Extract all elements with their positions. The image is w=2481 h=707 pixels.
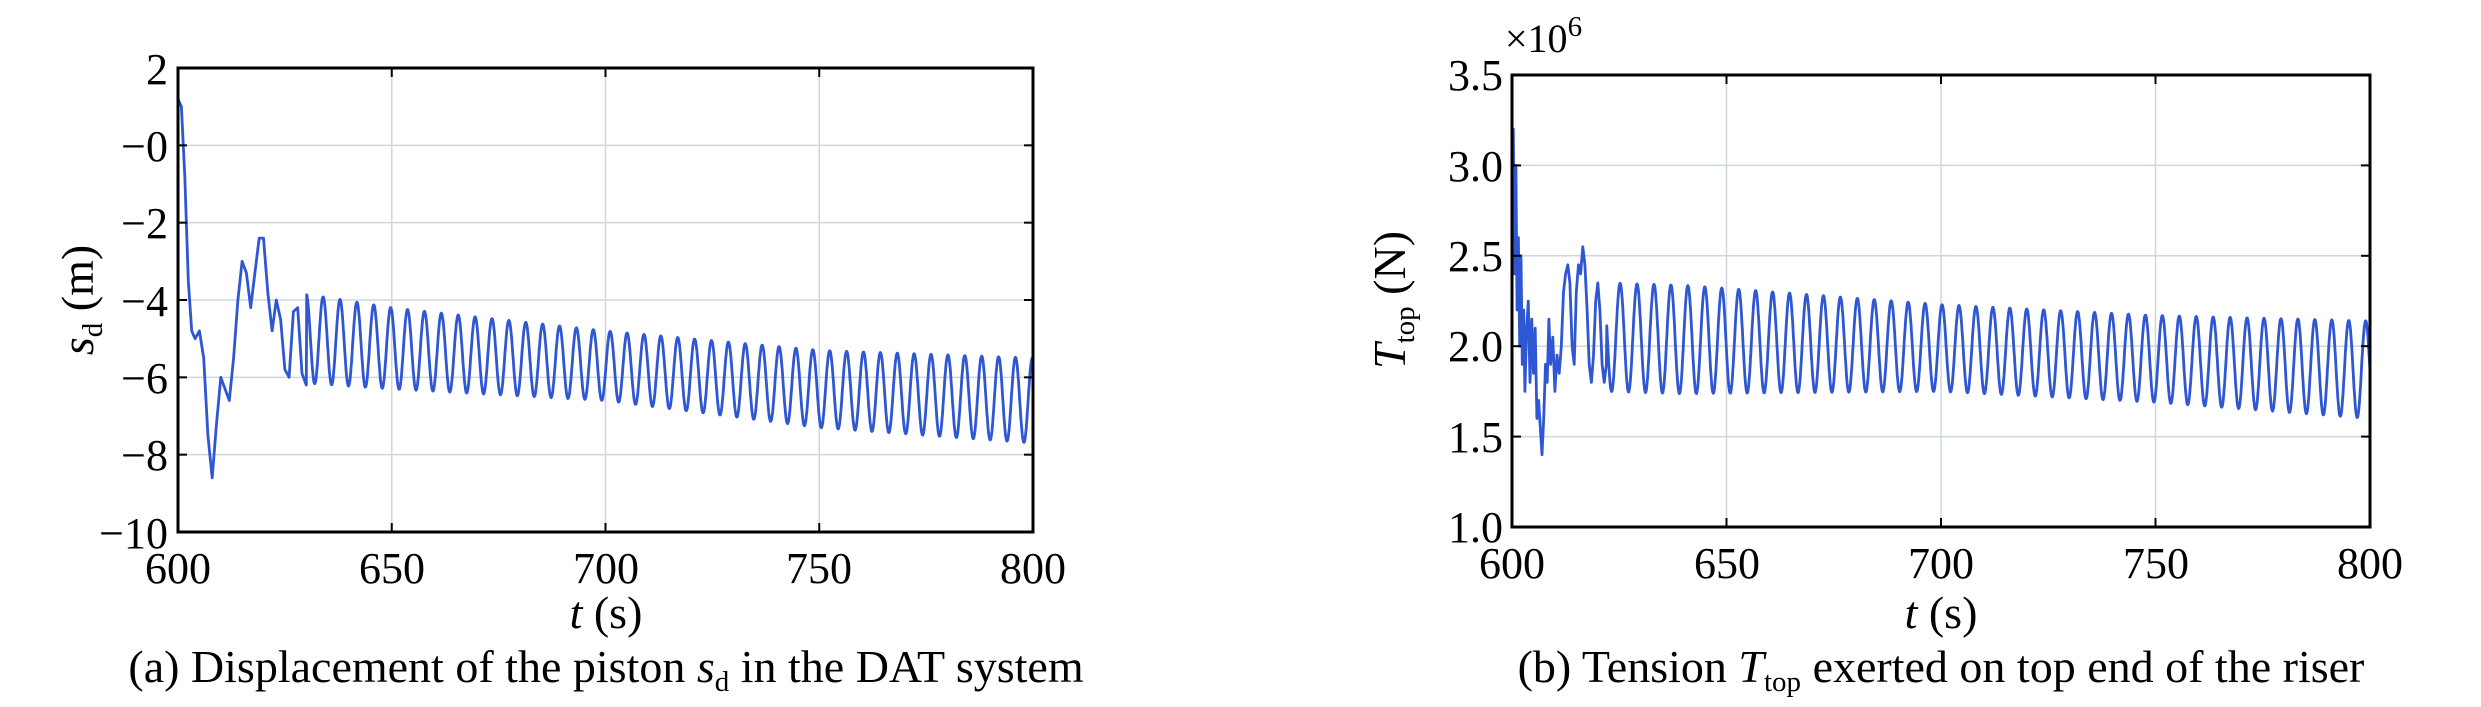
y-tick-labels-a: 2 −0 −2 −4 −6 −8 −10 — [99, 45, 168, 558]
y-axis-label-b: Ttop (N) — [1364, 231, 1421, 369]
x-tick-label-b: 600 — [1479, 539, 1545, 588]
x-tick-labels-a: 600 650 700 750 800 — [145, 544, 1066, 593]
y-tick-label-b: 3.5 — [1448, 51, 1503, 100]
y-tick-label-a: −10 — [99, 509, 168, 558]
y-tick-label-a: −8 — [121, 431, 168, 480]
x-tick-label-a: 650 — [359, 544, 425, 593]
y-axis-multiplier: ×106 — [1505, 11, 1582, 61]
x-tick-label-a: 800 — [1000, 544, 1066, 593]
y-axis-label-a: sd (m) — [52, 245, 109, 355]
y-tick-label-b: 2.5 — [1448, 232, 1503, 281]
tick-marks-a — [177, 67, 1034, 533]
x-axis-label-a: t (s) — [570, 587, 643, 638]
panel-a: 2 −0 −2 −4 −6 −8 −10 600 650 700 750 800… — [52, 45, 1084, 698]
y-tick-label-a: −0 — [121, 122, 168, 171]
series-line-s-d — [176, 98, 1035, 480]
y-tick-label-b: 3.0 — [1448, 142, 1503, 191]
x-tick-labels-b: 600 650 700 750 800 — [1479, 539, 2403, 588]
y-tick-label-b: 1.5 — [1448, 413, 1503, 462]
x-tick-label-b: 800 — [2337, 539, 2403, 588]
caption-b: (b) Tension Ttop exerted on top end of t… — [1518, 641, 2365, 698]
y-tick-label-b: 2.0 — [1448, 322, 1503, 371]
y-tick-label-b: 1.0 — [1448, 503, 1503, 552]
gridlines-b — [1512, 75, 2370, 527]
series-line-t-top — [1510, 127, 2372, 457]
tick-marks-b — [1511, 74, 2371, 528]
x-tick-label-a: 750 — [786, 544, 852, 593]
panel-b: ×106 3.5 3.0 2.5 2.0 1.5 1.0 600 650 700… — [1364, 11, 2403, 698]
x-tick-label-b: 700 — [1908, 539, 1974, 588]
x-tick-label-a: 700 — [573, 544, 639, 593]
caption-a: (a) Displacement of the piston sd in the… — [128, 641, 1083, 698]
y-tick-label-a: 2 — [146, 45, 168, 94]
x-axis-label-b: t (s) — [1905, 587, 1978, 638]
x-tick-label-b: 750 — [2123, 539, 2189, 588]
x-tick-label-b: 650 — [1694, 539, 1760, 588]
y-tick-label-a: −6 — [121, 354, 168, 403]
y-tick-label-a: −4 — [121, 277, 168, 326]
x-tick-label-a: 600 — [145, 544, 211, 593]
y-tick-label-a: −2 — [121, 199, 168, 248]
y-tick-labels-b: 3.5 3.0 2.5 2.0 1.5 1.0 — [1448, 51, 1503, 552]
